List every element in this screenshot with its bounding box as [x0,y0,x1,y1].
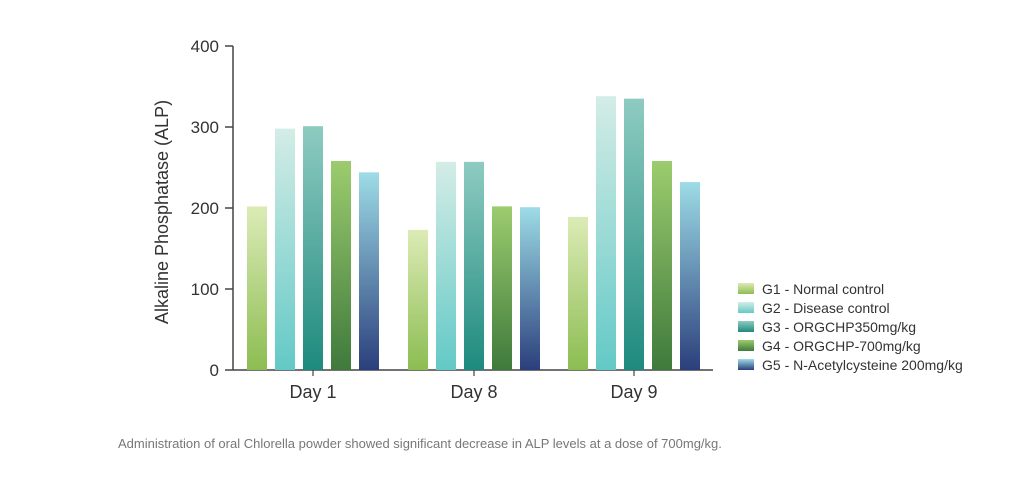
bar [596,96,616,370]
y-tick-label: 0 [210,361,219,380]
bar [436,161,456,370]
bar [303,126,323,370]
chart-axes: 0 100 200 300 400 Alkaline Phosphatase (ALP) D… [152,37,713,402]
y-axis-label: Alkaline Phosphatase (ALP) [152,100,172,324]
x-tick-label: Day 8 [450,382,497,402]
bar [680,182,700,370]
legend-swatch [738,321,754,332]
legend-label: G3 - ORGCHP350mg/kg [762,319,916,335]
chart-legend: G1 - Normal control G2 - Disease control G… [738,281,963,373]
y-tick-label: 400 [191,37,219,56]
figure-caption: Administration of oral Chlorella powder … [118,436,722,451]
chart-bars [247,96,700,371]
bar [331,161,351,370]
bar [275,128,295,370]
bar [652,161,672,370]
bar [359,172,379,370]
y-tick-label: 300 [191,118,219,137]
bar [624,98,644,371]
legend-swatch [738,302,754,313]
y-tick-label: 100 [191,280,219,299]
y-tick-label: 200 [191,199,219,218]
legend-label: G4 - ORGCHP-700mg/kg [762,338,921,354]
x-tick-label: Day 9 [610,382,657,402]
bar [492,206,512,370]
legend-label: G2 - Disease control [762,300,890,316]
legend-label: G5 - N-Acetylcysteine 200mg/kg [762,357,963,373]
bar [408,229,428,370]
bar [568,216,588,370]
bar [464,161,484,370]
legend-swatch [738,359,754,370]
legend-swatch [738,340,754,351]
x-tick-label: Day 1 [289,382,336,402]
bar [247,206,267,370]
legend-swatch [738,283,754,294]
legend-label: G1 - Normal control [762,281,884,297]
bar [520,207,540,370]
